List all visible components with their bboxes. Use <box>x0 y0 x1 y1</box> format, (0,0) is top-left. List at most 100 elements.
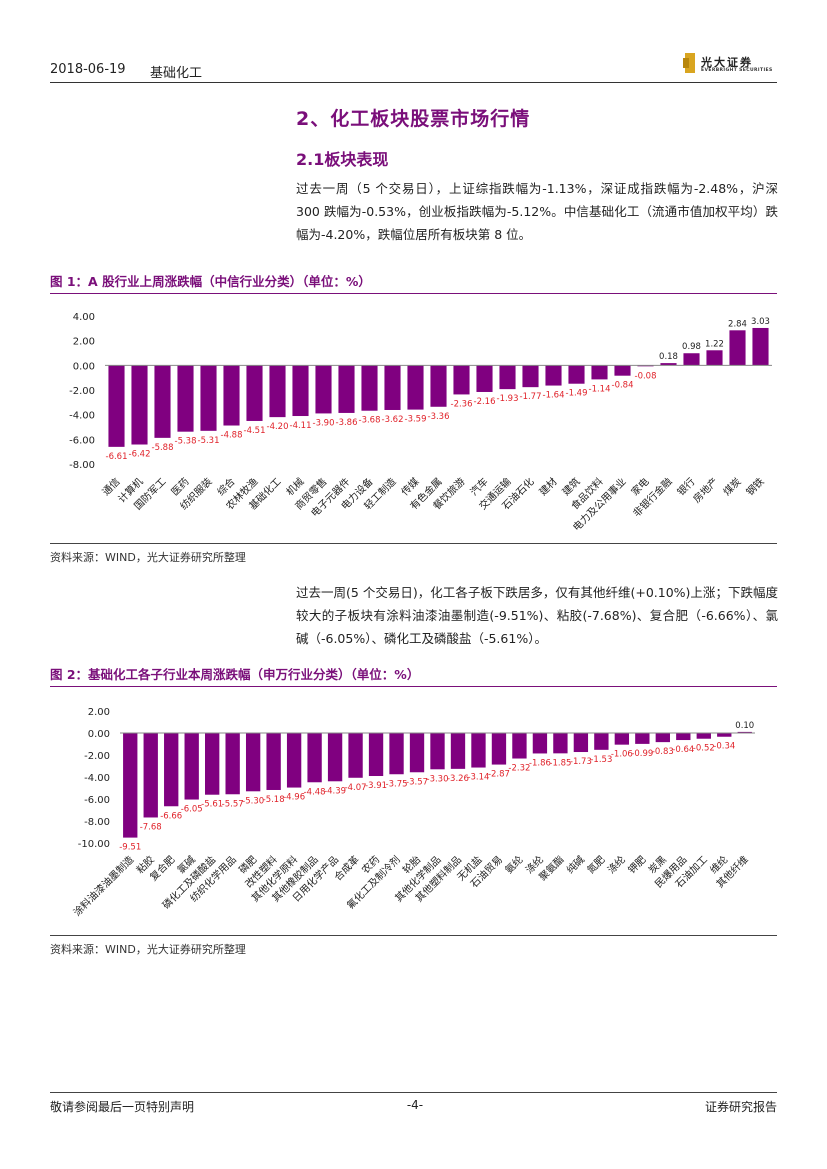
bar <box>614 365 631 376</box>
bar <box>683 353 700 366</box>
data-label: -1.64 <box>543 391 565 401</box>
bar <box>450 733 466 769</box>
data-label: -4.07 <box>345 783 367 793</box>
data-label: -3.90 <box>313 418 335 428</box>
category-label: 房地产 <box>690 475 720 505</box>
section-title: 2、化工板块股票市场行情 <box>296 108 531 130</box>
data-label: 0.98 <box>682 342 701 352</box>
y-tick-label: -4.00 <box>69 411 95 422</box>
data-label: -2.32 <box>508 764 530 774</box>
bar <box>266 733 281 790</box>
bar <box>696 733 711 739</box>
data-label: -4.51 <box>244 426 266 436</box>
bar <box>286 733 302 788</box>
data-label: -4.88 <box>221 431 243 441</box>
bar <box>348 733 363 778</box>
data-label: -0.99 <box>631 749 653 759</box>
header-sector: 基础化工 <box>150 66 203 81</box>
footer-report-type: 证券研究报告 <box>704 1100 777 1114</box>
data-label: -2.16 <box>474 397 496 407</box>
bar <box>384 365 401 410</box>
data-label: -6.61 <box>106 452 128 462</box>
bar <box>553 733 568 754</box>
bar <box>123 733 138 838</box>
bar <box>131 365 148 445</box>
header-logo: 光大证券 EVERBRIGHT SECURITIES <box>683 52 778 78</box>
category-label: 煤炭 <box>720 475 743 498</box>
data-label: -5.61 <box>201 800 223 810</box>
data-label: -0.34 <box>713 742 735 752</box>
category-label: 纯碱 <box>564 853 587 876</box>
footer-rule <box>50 1092 777 1093</box>
data-label: 3.03 <box>751 317 770 327</box>
y-tick-label: -4.00 <box>84 773 110 784</box>
bar <box>737 731 752 733</box>
data-label: -1.93 <box>497 394 519 404</box>
data-label: -4.11 <box>290 421 312 431</box>
data-label: -1.77 <box>520 392 542 402</box>
data-label: -6.66 <box>160 811 182 821</box>
bar <box>471 733 486 768</box>
figure1-source-rule <box>50 543 777 544</box>
y-tick-label: -8.00 <box>84 817 110 828</box>
data-label: -3.68 <box>359 416 381 426</box>
bar <box>154 365 171 438</box>
bar <box>245 733 261 792</box>
data-label: -0.52 <box>693 744 715 754</box>
bar <box>752 327 769 366</box>
data-label: -5.18 <box>263 795 285 805</box>
data-label: -6.05 <box>181 805 203 815</box>
data-label: -5.88 <box>152 443 174 453</box>
bar <box>591 365 608 380</box>
data-label: -5.30 <box>242 796 264 806</box>
figure1-title: 图 1：A 股行业上周涨跌幅（中信行业分类）（单位：%） <box>50 274 371 289</box>
bar <box>407 365 424 410</box>
bar <box>269 365 286 418</box>
figure1-rule <box>50 293 777 294</box>
everbright-logo-icon <box>683 53 695 73</box>
data-label: -3.75 <box>386 779 408 789</box>
data-label: -4.39 <box>324 786 346 796</box>
header-date: 2018-06-19 <box>50 62 126 77</box>
figure2-title: 图 2：基础化工各子行业本周涨跌幅（申万行业分类）（单位：%） <box>50 667 420 682</box>
bar <box>545 365 562 386</box>
figure2-rule <box>50 686 777 687</box>
category-label: 氮肥 <box>584 853 607 876</box>
data-label: 2.84 <box>728 319 747 329</box>
data-label: -0.08 <box>635 371 657 381</box>
bar <box>476 365 493 392</box>
data-label: -3.14 <box>467 773 489 783</box>
data-label: 0.18 <box>659 352 678 362</box>
data-label: -5.57 <box>222 799 244 809</box>
bar <box>635 733 650 744</box>
header-rule <box>50 82 777 83</box>
bar <box>361 365 378 411</box>
data-label: -3.86 <box>336 418 358 428</box>
data-label: -3.62 <box>382 415 404 425</box>
subsection-title: 2.1板块表现 <box>296 150 389 169</box>
category-label: 钾肥 <box>625 853 648 876</box>
y-tick-label: -6.00 <box>69 435 95 446</box>
y-tick-label: -8.00 <box>69 460 95 471</box>
bar <box>568 365 585 384</box>
paragraph-1: 过去一周（5 个交易日），上证综指跌幅为-1.13%，深证成指跌幅为-2.48%… <box>296 181 778 242</box>
data-label: -4.20 <box>267 422 289 432</box>
bar <box>177 365 194 432</box>
bar <box>655 733 670 743</box>
footer-disclaimer: 敬请参阅最后一页特别声明 <box>50 1100 195 1114</box>
bar <box>453 365 470 395</box>
bar <box>430 733 445 770</box>
bar <box>246 365 263 421</box>
bar <box>292 365 309 417</box>
y-tick-label: 2.00 <box>88 707 110 718</box>
bar <box>389 733 404 775</box>
data-label: -5.38 <box>175 437 197 447</box>
data-label: -3.59 <box>405 415 427 425</box>
category-label: 涂料油漆油墨制造 <box>71 853 137 919</box>
bar <box>676 733 691 741</box>
bar <box>225 733 240 795</box>
bar <box>512 733 527 759</box>
data-label: -3.91 <box>365 781 387 791</box>
y-tick-label: 4.00 <box>73 312 95 323</box>
data-label: -5.31 <box>198 436 220 446</box>
